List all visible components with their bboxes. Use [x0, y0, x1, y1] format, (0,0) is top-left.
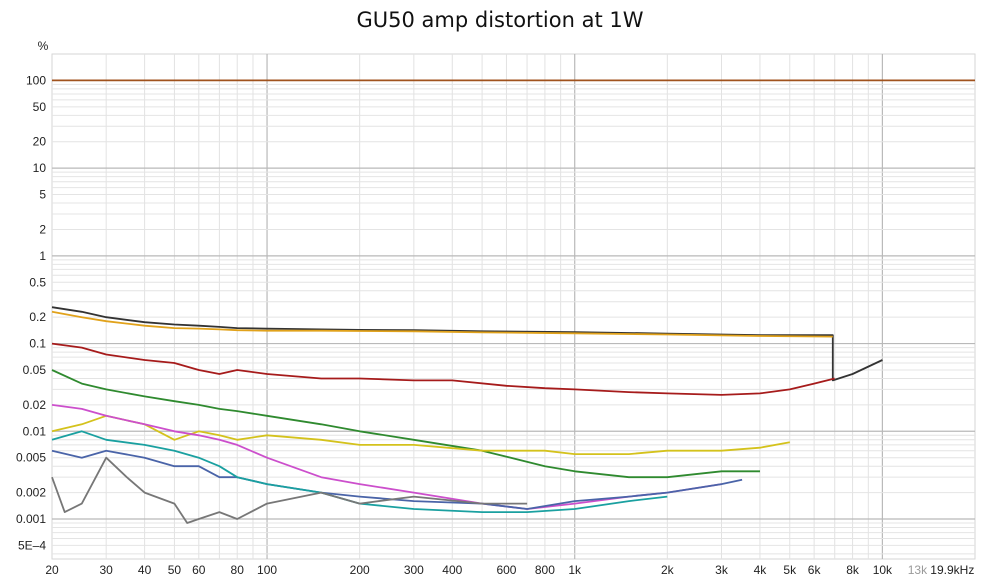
x-tick-label: 4k	[754, 563, 768, 577]
x-tick-label: 600	[496, 563, 516, 577]
y-tick-label: 100	[26, 73, 46, 87]
x-tick-label: 3k	[715, 563, 729, 577]
x-tick-label: 50	[168, 563, 182, 577]
plot-area	[51, 53, 976, 560]
series-line-7	[51, 404, 722, 510]
y-tick-label: 2	[39, 222, 46, 236]
x-tick-label: 80	[231, 563, 245, 577]
x-tick-label: 1k	[568, 563, 582, 577]
series-line-9	[51, 430, 668, 513]
y-tick-label: 0.01	[23, 424, 47, 438]
y-tick-label: 20	[33, 135, 47, 149]
x-tick-label: 20	[45, 563, 59, 577]
series-line-2	[51, 306, 883, 382]
y-tick-label: 1	[39, 249, 46, 263]
y-tick-label: 0.05	[23, 363, 47, 377]
y-tick-label: 0.2	[29, 310, 46, 324]
y-tick-label: 0.002	[16, 486, 46, 500]
x-tick-label: 60	[192, 563, 206, 577]
y-tick-label: 0.005	[16, 451, 46, 465]
series-line-5	[51, 369, 760, 479]
grid-lines	[52, 54, 975, 559]
x-tick-label: 8k	[846, 563, 860, 577]
x-tick-label: 2k	[661, 563, 675, 577]
x-tick-label: 19.9kHz	[930, 563, 974, 577]
x-tick-label: 200	[350, 563, 370, 577]
y-tick-label: 0.5	[29, 275, 46, 289]
y-tick-label: 10	[33, 161, 47, 175]
x-tick-label: 400	[442, 563, 462, 577]
x-tick-label: 300	[404, 563, 424, 577]
series-line-4	[51, 342, 835, 396]
chart-title: GU50 amp distortion at 1W	[357, 8, 644, 32]
y-tick-label: 0.001	[16, 512, 46, 526]
x-tick-label: 40	[138, 563, 152, 577]
y-tick-labels: 100 50 20 10 5 2 1 0.5 0.2 0.1 0.05 0.02 0.01 0.005 0.…	[16, 73, 46, 552]
y-tick-label: 0.02	[23, 398, 47, 412]
y-tick-label: 5	[39, 188, 46, 202]
y-tick-label: 50	[33, 100, 47, 114]
y-tick-label: 0.1	[29, 337, 46, 351]
x-tick-label: 100	[257, 563, 277, 577]
x-tick-label: 6k	[808, 563, 822, 577]
x-tick-label: 30	[99, 563, 113, 577]
x-tick-labels: 20 30 40 50 60 80 100 200 300 400 600 800 1k 2k 3k 4k 5k…	[45, 563, 974, 577]
x-tick-label: 800	[535, 563, 555, 577]
x-tick-label: 13k	[908, 563, 928, 577]
series-line-6	[51, 414, 790, 455]
x-tick-label: 5k	[783, 563, 797, 577]
series-line-3	[51, 310, 833, 338]
series-lines	[51, 79, 975, 524]
x-tick-label: 10k	[873, 563, 893, 577]
y-axis-unit-label: %	[38, 39, 49, 53]
series-line-10	[51, 456, 528, 524]
y-tick-label: 5E–4	[18, 538, 46, 552]
